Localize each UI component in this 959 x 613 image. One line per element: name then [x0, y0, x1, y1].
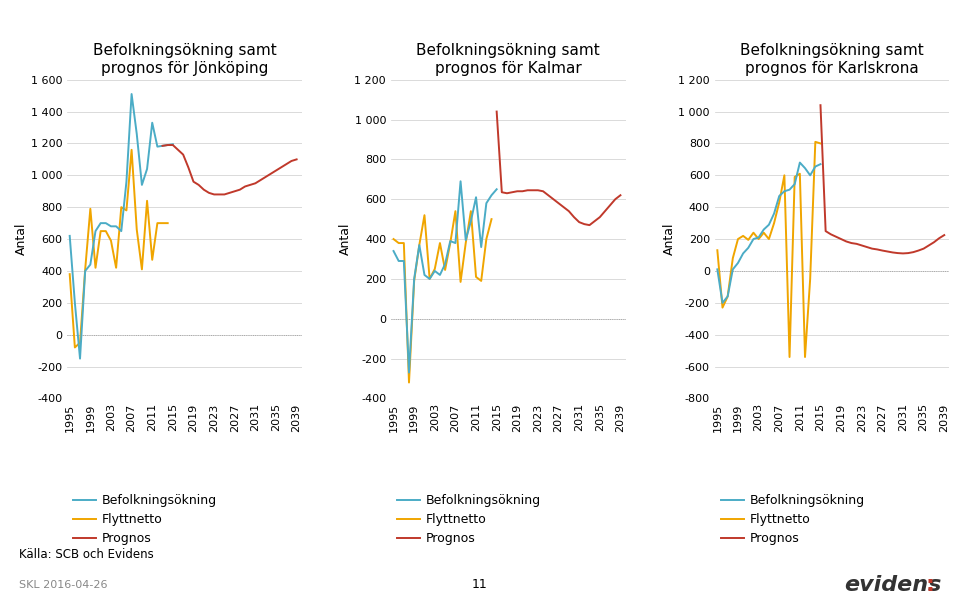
Y-axis label: Antal: Antal	[15, 223, 28, 256]
Text: Källa: SCB och Evidens: Källa: SCB och Evidens	[19, 548, 154, 561]
Legend: Befolkningsökning, Flyttnetto, Prognos: Befolkningsökning, Flyttnetto, Prognos	[397, 494, 541, 546]
Y-axis label: Antal: Antal	[663, 223, 675, 256]
Title: Befolkningsökning samt
prognos för Kalmar: Befolkningsökning samt prognos för Kalma…	[416, 44, 600, 76]
Text: evidens: evidens	[844, 574, 942, 595]
Text: SKL 2016-04-26: SKL 2016-04-26	[19, 581, 107, 590]
Title: Befolkningsökning samt
prognos för Jönköping: Befolkningsökning samt prognos för Jönkö…	[93, 44, 276, 76]
Legend: Befolkningsökning, Flyttnetto, Prognos: Befolkningsökning, Flyttnetto, Prognos	[74, 494, 218, 546]
Y-axis label: Antal: Antal	[339, 223, 352, 256]
Legend: Befolkningsökning, Flyttnetto, Prognos: Befolkningsökning, Flyttnetto, Prognos	[721, 494, 865, 546]
Title: Befolkningsökning samt
prognos för Karlskrona: Befolkningsökning samt prognos för Karls…	[740, 44, 924, 76]
Text: 11: 11	[472, 579, 487, 592]
Text: :: :	[925, 574, 934, 595]
